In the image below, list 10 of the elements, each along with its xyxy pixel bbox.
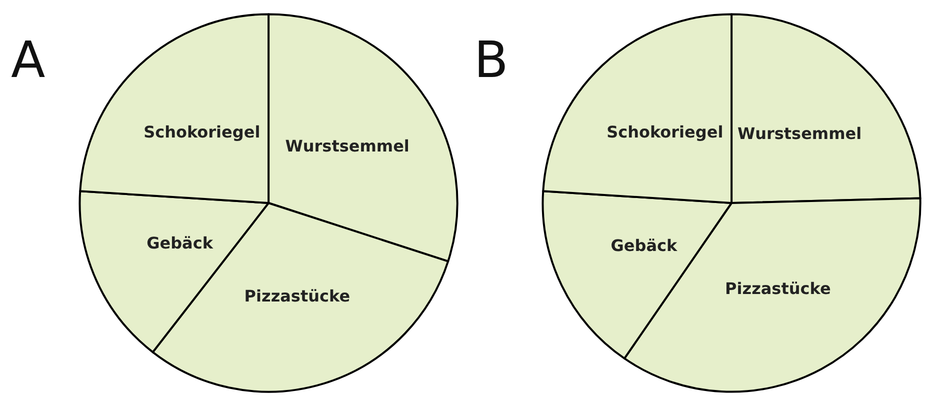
slice-label: Schokoriegel xyxy=(606,122,724,142)
slice-label: Wurstsemmel xyxy=(285,136,410,156)
slice-label: Schokoriegel xyxy=(144,122,260,142)
slice-label: Wurstsemmel xyxy=(737,124,862,143)
slice-label: Pizzastücke xyxy=(725,279,831,298)
slice-label: Gebäck xyxy=(146,234,214,253)
chart-title: B xyxy=(474,31,508,89)
slice-label: Pizzastücke xyxy=(244,286,350,306)
chart-title: A xyxy=(11,31,46,89)
slice-label: Gebäck xyxy=(610,236,678,256)
